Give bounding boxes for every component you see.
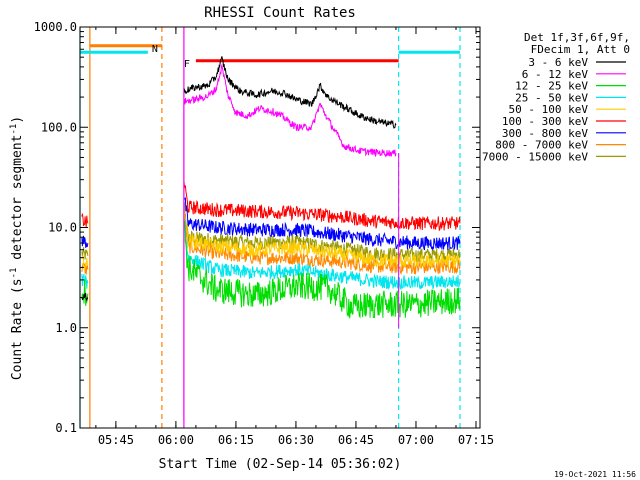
y-tick-label: 100.0 bbox=[41, 120, 77, 134]
attenuator-bar-label: N bbox=[152, 44, 158, 55]
series-line bbox=[183, 219, 461, 319]
x-tick-label: 05:45 bbox=[98, 433, 134, 447]
series-line bbox=[183, 63, 397, 158]
series-line bbox=[183, 217, 461, 291]
legend-entry-label: 300 - 800 keV bbox=[502, 127, 588, 140]
series-line bbox=[183, 56, 397, 129]
axes-layer: 05:45 06:00 06:15 06:30 06:45 07:00 07:15 0.1 1.… bbox=[34, 20, 494, 447]
x-tick-label: 07:15 bbox=[458, 433, 494, 447]
series-line bbox=[81, 247, 89, 260]
legend-header-line-1: Det 1f,3f,6f,9f, bbox=[524, 31, 630, 44]
data-gap-layer bbox=[79, 27, 461, 428]
series-line bbox=[183, 180, 461, 232]
legend-entry-label: 6 - 12 keV bbox=[522, 68, 589, 81]
legend-entry-label: 7000 - 15000 keV bbox=[482, 150, 588, 163]
series-line bbox=[81, 292, 89, 302]
series-line bbox=[81, 213, 89, 228]
series-line bbox=[183, 202, 461, 263]
legend-entry-label: 800 - 7000 keV bbox=[495, 139, 588, 152]
y-tick-label: 10.0 bbox=[48, 221, 77, 235]
series-line bbox=[81, 255, 89, 272]
legend-entry-label: 100 - 300 keV bbox=[502, 115, 588, 128]
y-tick-label: 1.0 bbox=[55, 321, 77, 335]
x-axis-label: Start Time (02-Sep-14 05:36:02) bbox=[159, 457, 402, 472]
attenuator-bar-label: F bbox=[184, 59, 190, 70]
series-line bbox=[183, 196, 461, 251]
x-tick-label: 06:30 bbox=[278, 433, 314, 447]
x-tick-label: 06:45 bbox=[338, 433, 374, 447]
series-line bbox=[183, 202, 461, 269]
series-layer bbox=[81, 56, 461, 421]
legend-entry-label: 50 - 100 keV bbox=[509, 103, 589, 116]
series-line bbox=[183, 213, 461, 276]
legend-entry-label: 12 - 25 keV bbox=[515, 80, 588, 93]
x-tick-label: 06:00 bbox=[158, 433, 194, 447]
attenuator-bar-layer: NF bbox=[80, 44, 460, 70]
legend-entry-label: 25 - 50 keV bbox=[515, 91, 588, 104]
x-tick-label: 06:15 bbox=[218, 433, 254, 447]
y-axis-label: Count Rate (s-1 detector segment-1) bbox=[9, 116, 25, 380]
y-tick-label: 1000.0 bbox=[34, 20, 77, 34]
chart-title: RHESSI Count Rates bbox=[204, 5, 356, 21]
series-line bbox=[81, 235, 89, 248]
legend-entry-label: 3 - 6 keV bbox=[528, 56, 588, 69]
legend-header-line-2: FDecim 1, Att 0 bbox=[531, 43, 630, 56]
plot-timestamp: 19-Oct-2021 11:56 bbox=[554, 470, 636, 479]
x-tick-label: 07:00 bbox=[398, 433, 434, 447]
y-tick-label: 0.1 bbox=[55, 421, 77, 435]
